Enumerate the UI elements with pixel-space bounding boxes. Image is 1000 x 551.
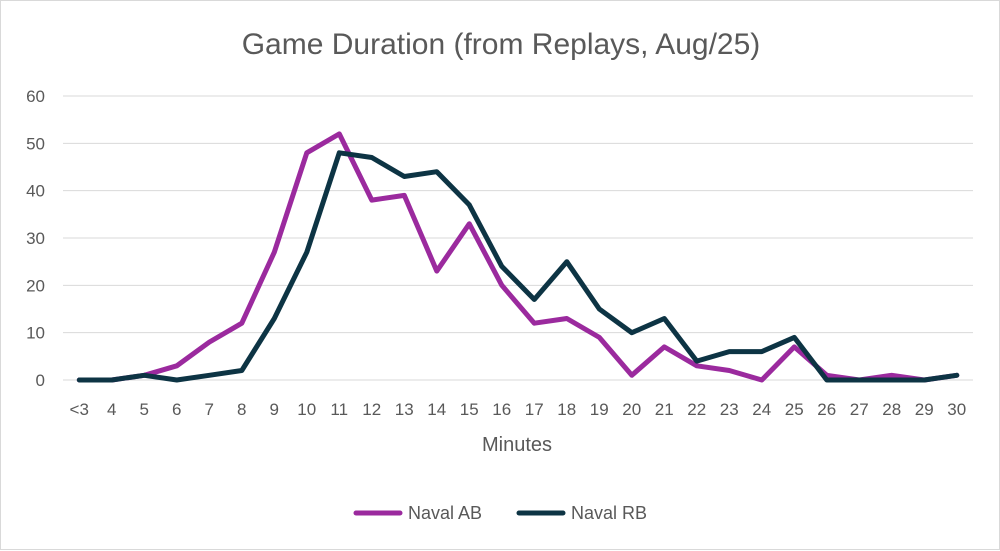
legend-label-2: Naval RB: [571, 503, 647, 523]
x-axis-ticks: <3 4 5 6 7 8 9 10 11 12 13 14 15 16 17 18 19 20 21 22 23 24 25…: [70, 400, 967, 419]
legend-label-1: Naval AB: [408, 503, 482, 523]
y-tick-label: 10: [26, 324, 45, 343]
x-tick-label: 17: [525, 400, 544, 419]
x-tick-label: 8: [237, 400, 246, 419]
chart-title: Game Duration (from Replays, Aug/25): [242, 28, 761, 61]
x-tick-label: 6: [172, 400, 181, 419]
y-tick-label: 40: [26, 182, 45, 201]
x-tick-label: 15: [460, 400, 479, 419]
x-tick-label: 5: [140, 400, 149, 419]
x-tick-label: 30: [947, 400, 966, 419]
x-tick-label: 16: [492, 400, 511, 419]
x-tick-label: 13: [395, 400, 414, 419]
x-tick-label: 25: [785, 400, 804, 419]
series-line-1: [76, 131, 960, 383]
x-tick-label: 18: [557, 400, 576, 419]
y-tick-label: 20: [26, 276, 45, 295]
x-tick-label: 24: [752, 400, 771, 419]
x-tick-label: 20: [622, 400, 641, 419]
legend: Naval AB Naval RB: [353, 503, 647, 523]
series-lines: [76, 131, 960, 383]
x-tick-label: 23: [720, 400, 739, 419]
x-tick-label: 19: [590, 400, 609, 419]
x-tick-label: 12: [362, 400, 381, 419]
x-tick-label: 9: [270, 400, 279, 419]
x-tick-label: 22: [687, 400, 706, 419]
x-tick-label: 21: [655, 400, 674, 419]
x-tick-label: 11: [330, 400, 348, 419]
x-tick-label: 14: [427, 400, 446, 419]
y-tick-label: 0: [36, 371, 45, 390]
x-tick-label: 28: [882, 400, 901, 419]
y-tick-label: 60: [26, 87, 45, 106]
y-tick-label: 30: [26, 229, 45, 248]
gridlines: [63, 95, 973, 381]
x-tick-label: 4: [107, 400, 116, 419]
x-tick-label: 10: [297, 400, 316, 419]
x-tick-label: 29: [915, 400, 934, 419]
x-axis-title: Minutes: [482, 434, 552, 456]
x-tick-label: 7: [205, 400, 214, 419]
x-tick-label: 26: [817, 400, 836, 419]
x-tick-label: <3: [70, 400, 89, 419]
y-tick-label: 50: [26, 134, 45, 153]
x-tick-label: 27: [850, 400, 869, 419]
y-axis-ticks: 0 10 20 30 40 50 60: [26, 87, 45, 390]
series-line-2: [76, 150, 960, 383]
